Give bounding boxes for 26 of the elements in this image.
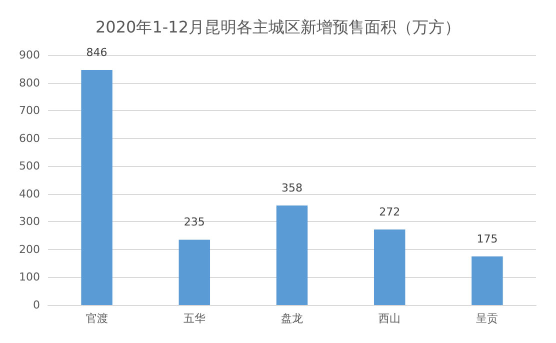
data-label: 235 bbox=[184, 216, 205, 229]
y-tick-label: 900 bbox=[19, 48, 40, 62]
data-label: 846 bbox=[86, 46, 108, 59]
chart-title: 2020年1-12月昆明各主城区新增预售面积（万方） bbox=[95, 18, 461, 36]
y-tick-label: 300 bbox=[19, 215, 40, 228]
x-tick-label: 西山 bbox=[378, 312, 401, 325]
bar bbox=[276, 206, 308, 305]
x-tick-label: 五华 bbox=[183, 312, 206, 325]
x-tick-label: 呈贡 bbox=[476, 312, 498, 325]
y-tick-label: 600 bbox=[19, 132, 40, 145]
y-tick-label: 500 bbox=[19, 160, 40, 173]
data-label: 272 bbox=[379, 205, 400, 218]
data-label: 358 bbox=[282, 182, 302, 195]
bar bbox=[374, 229, 406, 305]
data-label: 175 bbox=[476, 232, 498, 246]
x-tick-label: 官渡 bbox=[86, 312, 108, 325]
y-tick-label: 0 bbox=[33, 298, 40, 312]
y-tick-label: 800 bbox=[19, 76, 40, 90]
y-tick-label: 200 bbox=[19, 242, 40, 256]
x-tick-label: 盘龙 bbox=[281, 312, 303, 325]
y-tick-label: 100 bbox=[19, 270, 40, 284]
y-tick-label: 400 bbox=[19, 187, 40, 200]
y-tick-label: 700 bbox=[19, 104, 40, 118]
bar bbox=[178, 240, 210, 305]
bar bbox=[472, 256, 503, 305]
bar bbox=[81, 70, 112, 305]
